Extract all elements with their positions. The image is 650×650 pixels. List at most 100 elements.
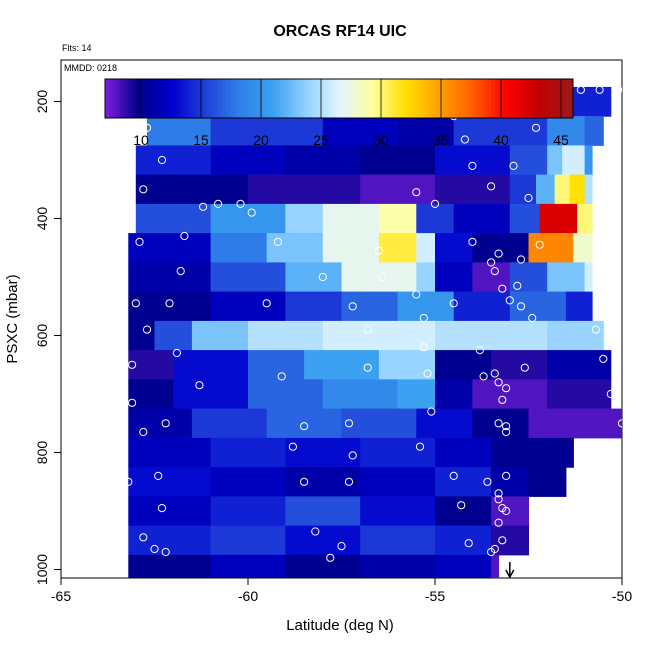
y-tick-label: 1000 — [34, 554, 50, 585]
observation-point — [430, 199, 440, 208]
colorbar-swatch — [288, 79, 293, 118]
observation-point — [214, 199, 223, 208]
heatmap-cell — [397, 379, 436, 410]
y-tick-label: 800 — [34, 441, 50, 465]
colorbar-swatch — [370, 79, 375, 118]
colorbar-swatch — [444, 79, 449, 118]
heatmap-cell — [360, 174, 436, 205]
colorbar-tick-label: 45 — [553, 132, 569, 148]
colorbar-swatch — [202, 79, 207, 118]
heatmap-cell — [547, 145, 563, 176]
observation-point — [161, 547, 170, 557]
heatmap-cell — [135, 174, 249, 205]
colorbar-swatch — [296, 79, 301, 118]
heatmap-cell — [285, 291, 342, 322]
colorbar-swatch — [327, 79, 332, 118]
observation-point — [311, 527, 320, 536]
colorbar-swatch — [151, 79, 157, 118]
observation-point — [591, 325, 600, 334]
heatmap-cell — [547, 320, 604, 351]
observation-point — [498, 395, 507, 404]
heatmap-cell — [128, 233, 212, 263]
colorbar-swatch — [140, 79, 145, 118]
colorbar-swatch — [491, 79, 496, 118]
observation-point — [128, 398, 137, 407]
heatmap-cell — [285, 437, 361, 468]
colorbar-swatch — [456, 79, 461, 118]
heatmap-cell — [435, 262, 473, 293]
colorbar-swatch — [448, 79, 453, 118]
heatmap-cell — [378, 203, 417, 234]
observation-point — [460, 135, 469, 144]
observation-point — [614, 85, 622, 94]
heatmap-cell — [509, 145, 548, 176]
heatmap-cell — [584, 174, 593, 205]
heatmap-cell — [210, 496, 286, 527]
colorbar-swatch — [264, 79, 270, 118]
observation-point — [139, 185, 148, 194]
heatmap-cell — [128, 350, 174, 380]
observation-point — [494, 495, 503, 504]
heatmap-cell — [285, 467, 361, 497]
colorbar-swatch — [413, 79, 418, 118]
heatmap-cell — [128, 320, 155, 351]
colorbar-swatch — [366, 79, 371, 118]
colorbar-swatch — [311, 79, 316, 118]
colorbar-swatch — [171, 79, 176, 118]
heatmap-cell — [360, 437, 436, 468]
heatmap-cell — [509, 291, 567, 322]
heatmap-cell — [547, 262, 586, 293]
heatmap-cell — [322, 379, 399, 410]
observation-point — [363, 363, 372, 372]
location-marker — [505, 562, 515, 579]
heatmap-cell — [378, 233, 417, 263]
observation-point — [490, 267, 499, 276]
heatmap-cell — [397, 291, 455, 322]
colorbar-swatch — [549, 79, 554, 118]
heatmap-cell — [435, 467, 492, 497]
heatmap-cell — [573, 233, 593, 263]
observation-point — [498, 536, 507, 545]
heatmap-cell — [491, 554, 500, 578]
observation-point — [516, 302, 526, 311]
heatmap-cell — [285, 145, 361, 176]
colorbar-swatch — [471, 79, 476, 118]
colorbar-swatch — [518, 79, 523, 118]
colorbar-swatch — [405, 79, 410, 118]
heatmap-cell — [416, 408, 473, 439]
observation-point — [157, 155, 167, 165]
colorbar-swatch — [475, 79, 480, 118]
heatmap-cell — [491, 437, 529, 468]
colorbar-swatch — [315, 79, 320, 118]
heatmap-cell — [128, 408, 193, 439]
colorbar-tick-label: 30 — [373, 132, 389, 148]
heatmap-cell — [341, 291, 399, 322]
y-tick-label: 600 — [34, 324, 50, 348]
heatmap-cell — [509, 203, 541, 234]
colorbar-swatch — [276, 79, 281, 118]
colorbar-tick-label: 15 — [193, 132, 209, 148]
heatmap-cell — [528, 437, 574, 468]
colorbar-swatch — [463, 79, 469, 118]
colorbar-swatch — [436, 79, 441, 118]
observation-point — [273, 237, 282, 246]
y-tick-label: 400 — [34, 207, 50, 231]
heatmap-cell — [210, 554, 286, 578]
marker-arrowhead — [505, 569, 515, 579]
heatmap-cell — [266, 408, 342, 439]
heatmap-cell — [547, 379, 612, 410]
observation-point — [172, 348, 181, 358]
heatmap-cell — [360, 145, 436, 176]
heatmap-cell — [435, 350, 492, 380]
x-tick-label: -55 — [425, 588, 445, 604]
observation-point — [165, 299, 174, 308]
colorbar-swatch — [346, 79, 352, 118]
heatmap-cell — [128, 467, 212, 497]
observation-point — [180, 231, 189, 241]
observation-point — [487, 258, 496, 267]
observation-point — [161, 419, 170, 428]
observation-point — [516, 255, 526, 264]
observation-point — [412, 290, 421, 299]
observation-point — [412, 188, 421, 197]
colorbar-swatch — [401, 79, 406, 118]
